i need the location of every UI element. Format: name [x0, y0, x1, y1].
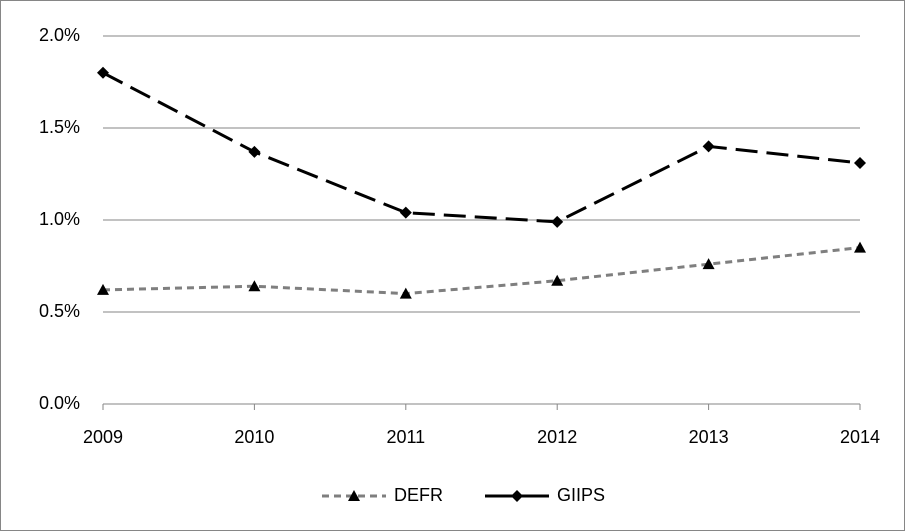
y-tick-label: 2.0%	[39, 25, 80, 45]
x-tick-label: 2009	[83, 427, 123, 447]
x-tick-label: 2014	[840, 427, 880, 447]
point-marker	[854, 156, 866, 169]
x-tick-label: 2013	[689, 427, 729, 447]
point-marker	[248, 280, 261, 292]
point-marker	[702, 140, 715, 153]
point-marker	[399, 287, 412, 299]
point-marker	[551, 274, 564, 286]
legend-label: GIIPS	[557, 485, 605, 505]
x-tick-label: 2010	[234, 427, 274, 447]
y-tick-label: 1.0%	[39, 209, 80, 229]
series-line	[102, 246, 861, 296]
point-marker	[248, 145, 261, 158]
legend-marker	[348, 490, 360, 501]
point-marker	[399, 206, 412, 219]
y-tick-label: 1.5%	[39, 117, 80, 137]
legend-marker	[511, 490, 523, 502]
y-tick-label: 0.5%	[39, 301, 80, 321]
series-line	[102, 71, 861, 224]
point-marker	[97, 66, 109, 79]
y-tick-label: 0.0%	[39, 393, 80, 413]
point-marker	[854, 241, 866, 253]
point-marker	[97, 283, 109, 295]
x-tick-label: 2012	[537, 427, 577, 447]
point-marker	[551, 215, 564, 228]
x-tick-label: 2011	[386, 427, 425, 447]
legend-label: DEFR	[394, 485, 443, 505]
point-marker	[702, 258, 715, 270]
